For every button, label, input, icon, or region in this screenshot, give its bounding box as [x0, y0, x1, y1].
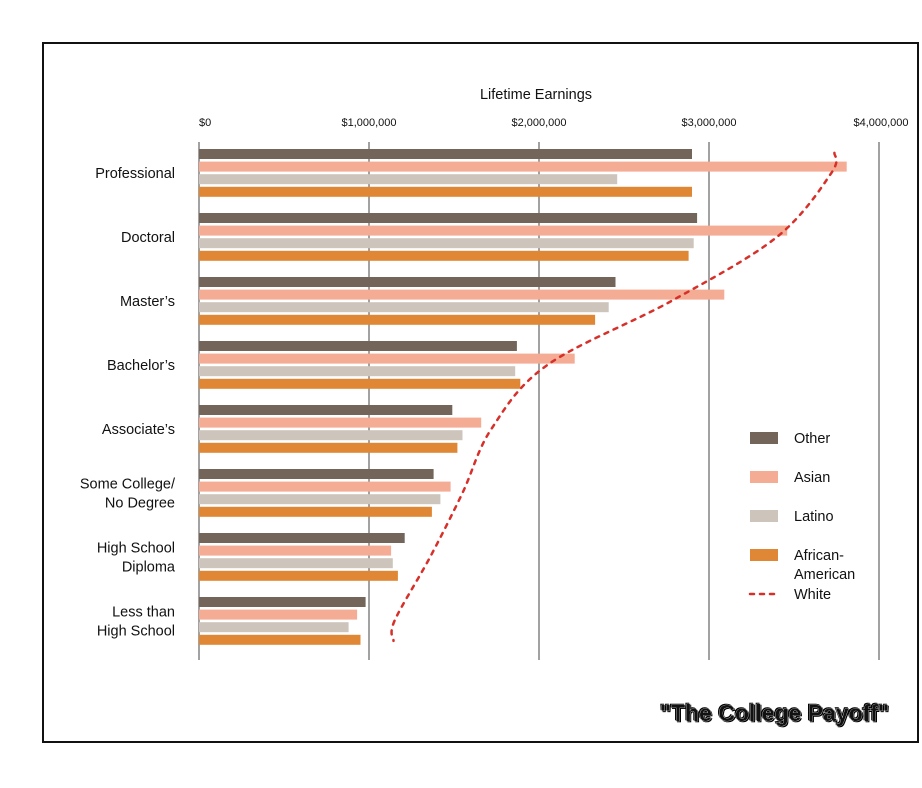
x-tick-label: $3,000,000 — [681, 117, 736, 129]
legend-latino-label: Latino — [794, 509, 834, 525]
x-tick-label: $0 — [199, 117, 211, 129]
bar-other-1 — [199, 213, 698, 223]
bar-latino-4 — [199, 430, 463, 441]
earnings-bar-chart: $0 $1,000,000 $2,000,000 $3,000,000 $4,000,0… — [80, 87, 909, 726]
legend-other-swatch — [750, 432, 778, 444]
bar-other-7 — [199, 597, 366, 607]
bar-asian-1 — [199, 225, 788, 236]
x-axis-title: Lifetime Earnings — [480, 87, 592, 103]
bar-asian-6 — [199, 545, 392, 556]
legend-african-american-swatch — [750, 549, 778, 561]
bar-latino-6 — [199, 558, 393, 569]
bar-latino-3 — [199, 366, 516, 377]
category-label: Professional — [95, 166, 175, 182]
bar-other-6 — [199, 533, 405, 543]
line-white — [390, 151, 838, 643]
bar-african-american-6 — [199, 570, 398, 581]
legend-white-label: White — [794, 587, 831, 603]
bar-latino-5 — [199, 494, 441, 505]
bar-african-american-5 — [199, 506, 432, 517]
bar-asian-5 — [199, 481, 451, 492]
legend-asian-swatch — [750, 471, 778, 483]
bar-african-american-2 — [199, 314, 596, 325]
bar-african-american-0 — [199, 186, 692, 197]
bar-african-american-4 — [199, 442, 458, 453]
bar-asian-0 — [199, 161, 847, 172]
bar-latino-1 — [199, 238, 694, 249]
bar-latino-2 — [199, 302, 609, 313]
chart-caption: "The College Payoff" — [660, 700, 889, 726]
x-tick-label: $2,000,000 — [511, 117, 566, 129]
bar-asian-4 — [199, 417, 482, 428]
category-label: Less than High School — [97, 604, 175, 639]
legend-latino-swatch — [750, 510, 778, 522]
x-tick-label: $4,000,000 — [853, 117, 908, 129]
chart-frame: $0 $1,000,000 $2,000,000 $3,000,000 $4,000,0… — [42, 42, 919, 743]
category-label: Master’s — [120, 294, 175, 310]
category-label: Doctoral — [121, 230, 175, 246]
bar-asian-7 — [199, 609, 358, 620]
legend-asian-label: Asian — [794, 470, 830, 486]
bar-other-4 — [199, 405, 453, 415]
bar-african-american-7 — [199, 634, 361, 645]
category-label: Associate’s — [102, 422, 175, 438]
legend-african-american-label: African-American — [794, 548, 855, 583]
bar-asian-3 — [199, 353, 575, 364]
category-label: High School Diploma — [97, 540, 176, 575]
bar-other-2 — [199, 277, 616, 287]
bar-latino-7 — [199, 622, 349, 633]
bar-african-american-1 — [199, 250, 689, 261]
category-label: Some College/No Degree — [80, 476, 176, 511]
bar-other-0 — [199, 149, 692, 159]
bar-latino-0 — [199, 174, 618, 185]
bar-other-3 — [199, 341, 517, 351]
bar-other-5 — [199, 469, 434, 479]
x-tick-label: $1,000,000 — [341, 117, 396, 129]
bar-african-american-3 — [199, 378, 521, 389]
category-label: Bachelor’s — [107, 358, 175, 374]
legend-other-label: Other — [794, 431, 830, 447]
bar-asian-2 — [199, 289, 725, 300]
